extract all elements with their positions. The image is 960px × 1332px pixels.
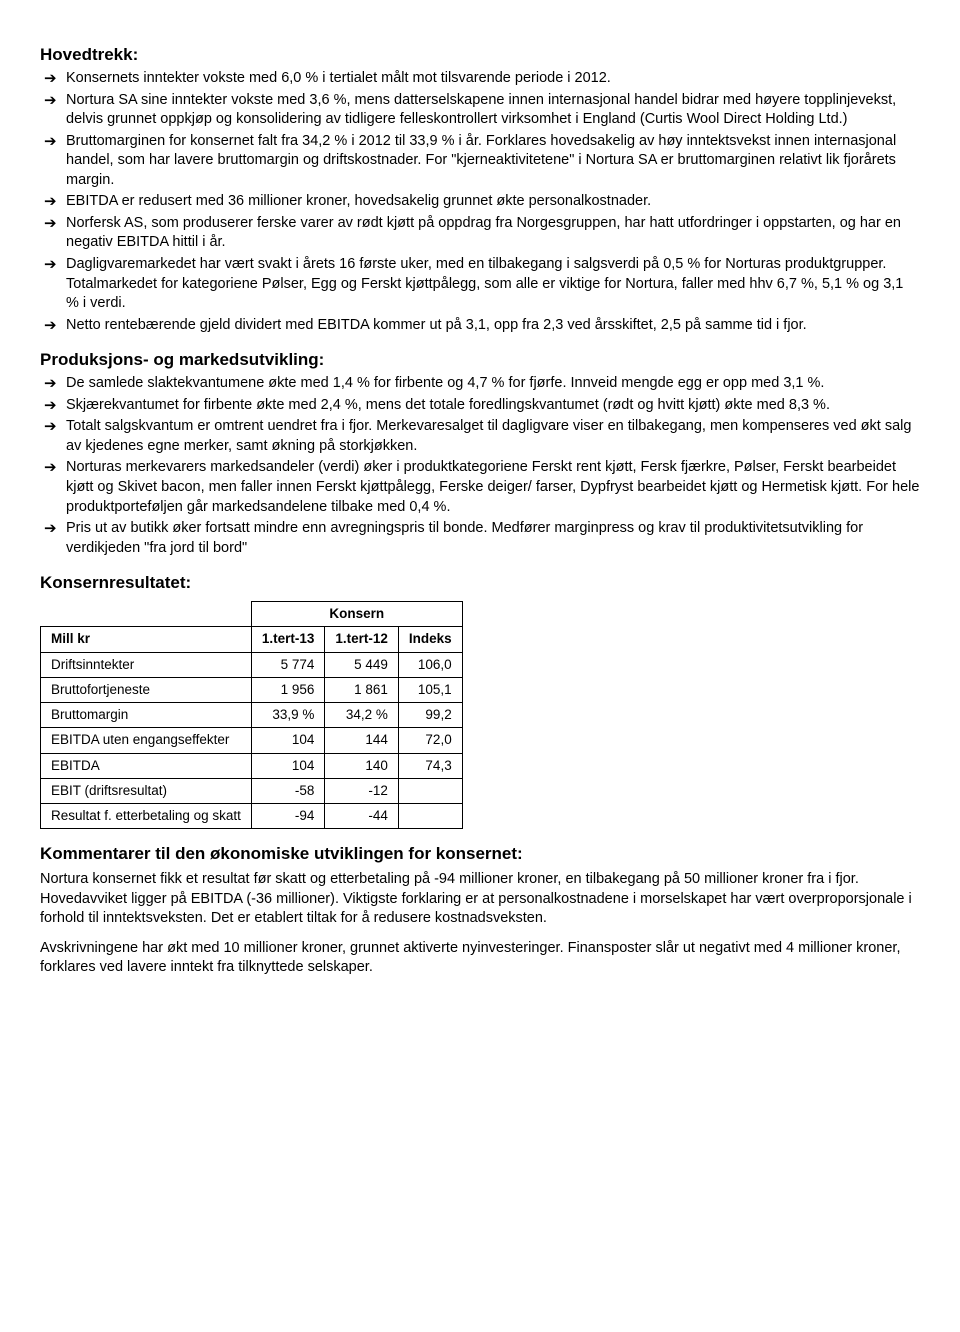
table-cell: 74,3	[398, 753, 462, 778]
table-cell	[398, 778, 462, 803]
hovedtrekk-list: Konsernets inntekter vokste med 6,0 % i …	[40, 69, 920, 335]
table-cell: -94	[251, 803, 325, 828]
list-item: Bruttomarginen for konsernet falt fra 34…	[40, 132, 920, 191]
table-row: Bruttofortjeneste 1 956 1 861 105,1	[41, 677, 463, 702]
table-cell: 140	[325, 753, 399, 778]
list-item: Skjærekvantumet for firbente økte med 2,…	[40, 396, 920, 416]
section-title-produksjon: Produksjons- og markedsutvikling:	[40, 349, 920, 372]
table-col-header: Mill kr	[41, 627, 252, 652]
table-cell: 105,1	[398, 677, 462, 702]
list-item: Nortura SA sine inntekter vokste med 3,6…	[40, 91, 920, 130]
list-item: Konsernets inntekter vokste med 6,0 % i …	[40, 69, 920, 89]
table-row: EBIT (driftsresultat) -58 -12	[41, 778, 463, 803]
table-cell: EBIT (driftsresultat)	[41, 778, 252, 803]
table-col-header: Indeks	[398, 627, 462, 652]
table-cell: Driftsinntekter	[41, 652, 252, 677]
table-cell: 144	[325, 728, 399, 753]
table-cell: 5 774	[251, 652, 325, 677]
section-title-konsernresultatet: Konsernresultatet:	[40, 572, 920, 595]
table-cell	[398, 803, 462, 828]
list-item: Pris ut av butikk øker fortsatt mindre e…	[40, 519, 920, 558]
table-cell: -44	[325, 803, 399, 828]
table-cell: EBITDA	[41, 753, 252, 778]
table-cell: 104	[251, 728, 325, 753]
produksjon-list: De samlede slaktekvantumene økte med 1,4…	[40, 374, 920, 558]
table-cell: -58	[251, 778, 325, 803]
table-cell: -12	[325, 778, 399, 803]
table-group-header: Konsern	[251, 602, 462, 627]
list-item: Norturas merkevarers markedsandeler (ver…	[40, 458, 920, 517]
table-cell: 99,2	[398, 703, 462, 728]
table-row: Resultat f. etterbetaling og skatt -94 -…	[41, 803, 463, 828]
paragraph: Avskrivningene har økt med 10 millioner …	[40, 939, 920, 978]
list-item: De samlede slaktekvantumene økte med 1,4…	[40, 374, 920, 394]
table-row: EBITDA 104 140 74,3	[41, 753, 463, 778]
table-cell: 5 449	[325, 652, 399, 677]
list-item: Netto rentebærende gjeld dividert med EB…	[40, 316, 920, 336]
table-cell: 33,9 %	[251, 703, 325, 728]
table-cell: 1 956	[251, 677, 325, 702]
table-cell: 104	[251, 753, 325, 778]
table-row: Bruttomargin 33,9 % 34,2 % 99,2	[41, 703, 463, 728]
table-cell: 1 861	[325, 677, 399, 702]
table-col-header	[41, 602, 252, 627]
table-cell: 106,0	[398, 652, 462, 677]
list-item: Norfersk AS, som produserer ferske varer…	[40, 214, 920, 253]
table-col-header: 1.tert-13	[251, 627, 325, 652]
section-title-hovedtrekk: Hovedtrekk:	[40, 44, 920, 67]
table-cell: 34,2 %	[325, 703, 399, 728]
table-cell: Bruttomargin	[41, 703, 252, 728]
table-cell: Resultat f. etterbetaling og skatt	[41, 803, 252, 828]
table-row: Driftsinntekter 5 774 5 449 106,0	[41, 652, 463, 677]
table-cell: Bruttofortjeneste	[41, 677, 252, 702]
table-col-header: 1.tert-12	[325, 627, 399, 652]
paragraph: Nortura konsernet fikk et resultat før s…	[40, 870, 920, 929]
section-title-kommentarer: Kommentarer til den økonomiske utvikling…	[40, 843, 920, 866]
list-item: Dagligvaremarkedet har vært svakt i året…	[40, 255, 920, 314]
list-item: EBITDA er redusert med 36 millioner kron…	[40, 192, 920, 212]
konsern-table: Konsern Mill kr 1.tert-13 1.tert-12 Inde…	[40, 601, 463, 829]
table-cell: EBITDA uten engangseffekter	[41, 728, 252, 753]
list-item: Totalt salgskvantum er omtrent uendret f…	[40, 417, 920, 456]
table-cell: 72,0	[398, 728, 462, 753]
table-row: EBITDA uten engangseffekter 104 144 72,0	[41, 728, 463, 753]
